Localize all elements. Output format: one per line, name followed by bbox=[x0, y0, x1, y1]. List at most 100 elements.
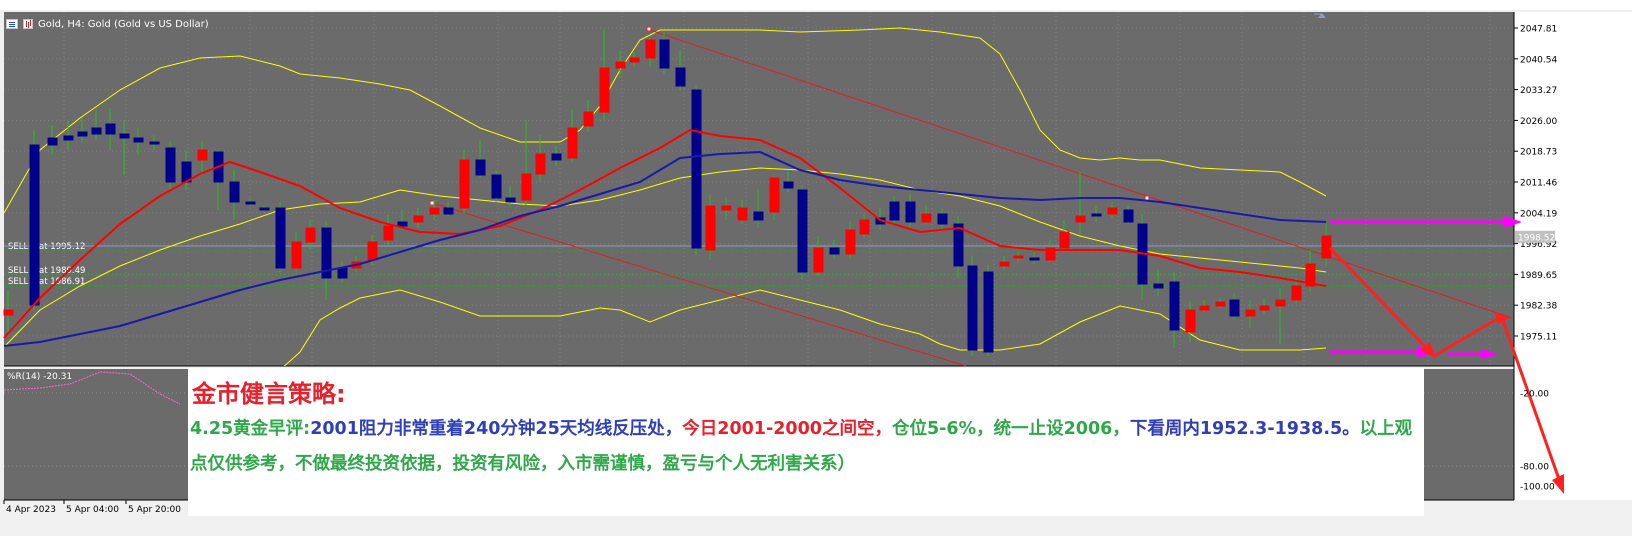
candle bbox=[475, 159, 486, 176]
current-price-label: 1998.52 bbox=[1518, 233, 1555, 243]
time-label: 5 Apr 04:00 bbox=[66, 505, 119, 515]
candle bbox=[675, 67, 686, 87]
candle bbox=[491, 174, 502, 199]
candle bbox=[521, 173, 532, 201]
candle bbox=[659, 39, 670, 69]
candle bbox=[1169, 281, 1180, 331]
price-label: 2040.54 bbox=[1520, 55, 1557, 65]
candle bbox=[1045, 247, 1056, 261]
candle bbox=[1305, 263, 1316, 287]
trend-anchor bbox=[1144, 195, 1150, 201]
chart-title-bar: Gold, H4: Gold (Gold vs US Dollar) bbox=[6, 17, 209, 31]
time-label: 5 Apr 20:00 bbox=[128, 505, 181, 515]
indicator-axis-label: -80.00 bbox=[1520, 463, 1549, 473]
candles bbox=[3, 30, 1332, 356]
candle bbox=[615, 61, 626, 69]
price-chart[interactable]: 2047.81 2040.54 2033.27 2026.00 2018.73 2011.… bbox=[0, 10, 1632, 536]
candle bbox=[859, 219, 870, 235]
candle bbox=[1029, 257, 1040, 261]
candle bbox=[305, 227, 316, 243]
candle bbox=[63, 135, 74, 141]
candle bbox=[813, 247, 824, 273]
note-segment: 2001阻力非常重着240分钟25天均线反压处， bbox=[310, 419, 683, 439]
arrow-head-icon bbox=[1494, 312, 1510, 324]
candle bbox=[629, 57, 640, 63]
chart-window[interactable]: 2047.81 2040.54 2033.27 2026.00 2018.73 2011.… bbox=[0, 10, 1632, 536]
price-label: 2047.81 bbox=[1520, 25, 1557, 35]
candle bbox=[1013, 255, 1024, 259]
candle bbox=[551, 153, 562, 161]
price-label: 1989.65 bbox=[1520, 271, 1557, 281]
candle bbox=[197, 149, 208, 161]
candle bbox=[459, 159, 470, 209]
candle bbox=[1123, 209, 1134, 223]
arrow-head-icon bbox=[1482, 349, 1498, 359]
price-label: 2011.46 bbox=[1520, 179, 1557, 189]
candle bbox=[337, 267, 348, 279]
note-segment: 仓位5-6%，统一止设2006， bbox=[891, 419, 1130, 439]
price-label: 2033.27 bbox=[1520, 86, 1557, 96]
candle bbox=[1153, 283, 1164, 289]
candle bbox=[769, 177, 780, 213]
candle bbox=[1245, 309, 1256, 317]
candle bbox=[1259, 305, 1270, 311]
bollinger-middle bbox=[3, 167, 1327, 348]
trend-anchor bbox=[429, 200, 435, 206]
candle bbox=[165, 147, 176, 183]
chart-window-icon[interactable] bbox=[6, 19, 18, 29]
candle bbox=[1215, 301, 1226, 307]
price-label: 1975.11 bbox=[1520, 333, 1557, 343]
chart-shift-icon bbox=[1318, 13, 1326, 18]
arrow-head-icon bbox=[1420, 342, 1436, 358]
candle bbox=[1185, 309, 1196, 333]
price-label: 2026.00 bbox=[1520, 117, 1557, 127]
candle bbox=[921, 213, 932, 223]
candle bbox=[91, 127, 102, 135]
price-label: 2018.73 bbox=[1520, 148, 1557, 158]
trend-anchor bbox=[646, 26, 652, 32]
candle bbox=[429, 207, 440, 215]
indicator-axis-label: -20.00 bbox=[1520, 390, 1549, 400]
strategy-note-panel: 金市健言策略: 4.25黄金早评:2001阻力非常重着240分钟25天均线反压处… bbox=[188, 368, 1424, 516]
arrow-head-icon bbox=[1504, 216, 1522, 228]
trend-line-lower bbox=[431, 202, 967, 367]
price-axis-panel bbox=[1514, 12, 1632, 500]
moving-average-red bbox=[3, 128, 1327, 339]
candle bbox=[567, 127, 578, 159]
candle bbox=[845, 229, 856, 255]
candle bbox=[1275, 299, 1286, 307]
candle bbox=[645, 39, 656, 59]
candle bbox=[889, 201, 900, 221]
candle bbox=[783, 181, 794, 189]
chart-title: Gold, H4: Gold (Gold vs US Dollar) bbox=[38, 18, 209, 30]
note-segment: 4.25黄金早评: bbox=[190, 419, 311, 439]
candle bbox=[691, 89, 702, 249]
williams-r-line bbox=[3, 371, 181, 405]
candle bbox=[721, 205, 732, 211]
moving-average-blue bbox=[3, 150, 1327, 347]
candle bbox=[1321, 235, 1332, 259]
forecast-path bbox=[1500, 317, 1562, 483]
candle bbox=[1199, 305, 1210, 311]
candle bbox=[1091, 213, 1102, 217]
candle bbox=[259, 207, 270, 211]
candle bbox=[999, 261, 1010, 267]
indicator-axis-label: -100.00 bbox=[1520, 483, 1555, 493]
current-price-tag bbox=[1515, 230, 1555, 243]
candle bbox=[367, 241, 378, 261]
candle bbox=[291, 241, 302, 269]
candle bbox=[797, 189, 808, 273]
candle bbox=[275, 207, 286, 269]
candle bbox=[599, 67, 610, 113]
candle bbox=[383, 225, 394, 241]
candle bbox=[1229, 299, 1240, 317]
candle bbox=[505, 197, 516, 203]
candle bbox=[245, 201, 256, 205]
candle bbox=[133, 137, 144, 143]
price-label: 1982.38 bbox=[1520, 302, 1557, 312]
note-segment: 今日2001-2000之间空， bbox=[682, 419, 892, 439]
candle bbox=[47, 137, 58, 146]
candle bbox=[983, 271, 994, 353]
candle bbox=[953, 223, 964, 267]
note-segment: 以上观点仅供参考，不做最终投资依据，投资有风险，入市需谨慎，盈亏与个人无利害关系… bbox=[190, 419, 1413, 474]
